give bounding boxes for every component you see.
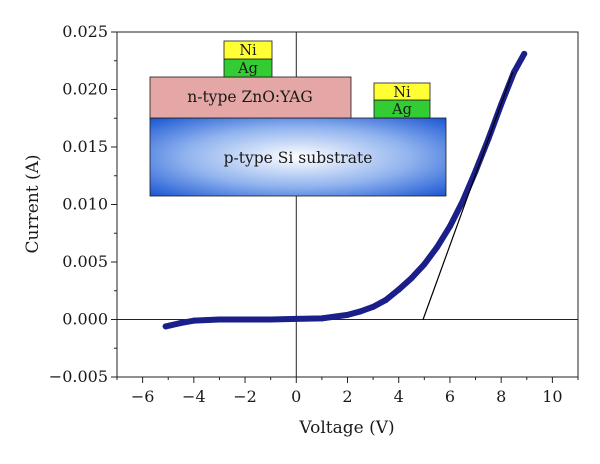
iv-data-point [521,50,528,57]
iv-data-points [162,50,528,330]
x-tick-label: −4 [182,387,206,406]
y-tick-label: 0.010 [62,195,108,214]
x-tick-label: 6 [445,387,455,406]
tangent-line [422,72,514,320]
y-tick-label: −0.005 [49,367,108,386]
iv-data-point [242,316,249,323]
iv-data-point [459,198,466,205]
side-contact-ag-label: Ag [391,102,412,118]
iv-data-point [216,316,223,323]
side-contact-ni [373,82,431,101]
device-inset-diagram: p-type Si substrate n-type ZnO:YAG Ni Ag… [149,40,447,197]
film-layer [149,76,352,119]
iv-data-point [178,319,185,326]
iv-data-point [421,261,428,268]
iv-data-point [190,317,197,324]
x-tick-label: 4 [394,387,404,406]
x-tick-label: 8 [496,387,506,406]
y-axis-label: Current (A) [23,155,43,254]
y-tick-label: 0.025 [62,22,108,41]
iv-data-point [162,323,169,330]
iv-data-point [382,296,389,303]
iv-data-point [434,244,441,251]
side-contact-ni-label: Ni [393,85,411,101]
iv-data-point [357,308,364,315]
y-axis-ticks: −0.005 0.000 0.005 0.010 0.015 0.020 0.025 [49,22,117,386]
iv-data-point [344,311,351,318]
y-tick-label: 0.020 [62,80,108,99]
top-contact-ni-label: Ni [239,43,257,59]
x-tick-label: 10 [542,387,562,406]
iv-data-point [395,286,402,293]
iv-data-point [318,315,325,322]
iv-data-point [267,316,274,323]
y-tick-label: 0.015 [62,137,108,156]
y-tick-label: 0.000 [62,310,108,329]
substrate-label: p-type Si substrate [224,149,373,167]
iv-data-point [293,315,300,322]
film-label: n-type ZnO:YAG [187,88,313,106]
top-contact-ag-label: Ag [237,61,258,77]
substrate-layer [149,117,447,197]
y-tick-label: 0.005 [62,252,108,271]
x-axis-ticks: −6 −4 −2 0 2 4 6 8 10 [116,377,579,406]
x-tick-label: −2 [233,387,257,406]
x-tick-label: 2 [342,387,352,406]
iv-data-point [446,223,453,230]
x-tick-label: 0 [291,387,301,406]
top-contact-ni [223,40,273,60]
x-axis-label: Voltage (V) [298,418,394,438]
iv-data-point [408,275,415,282]
x-tick-label: −6 [131,387,155,406]
iv-data-point [370,303,377,310]
